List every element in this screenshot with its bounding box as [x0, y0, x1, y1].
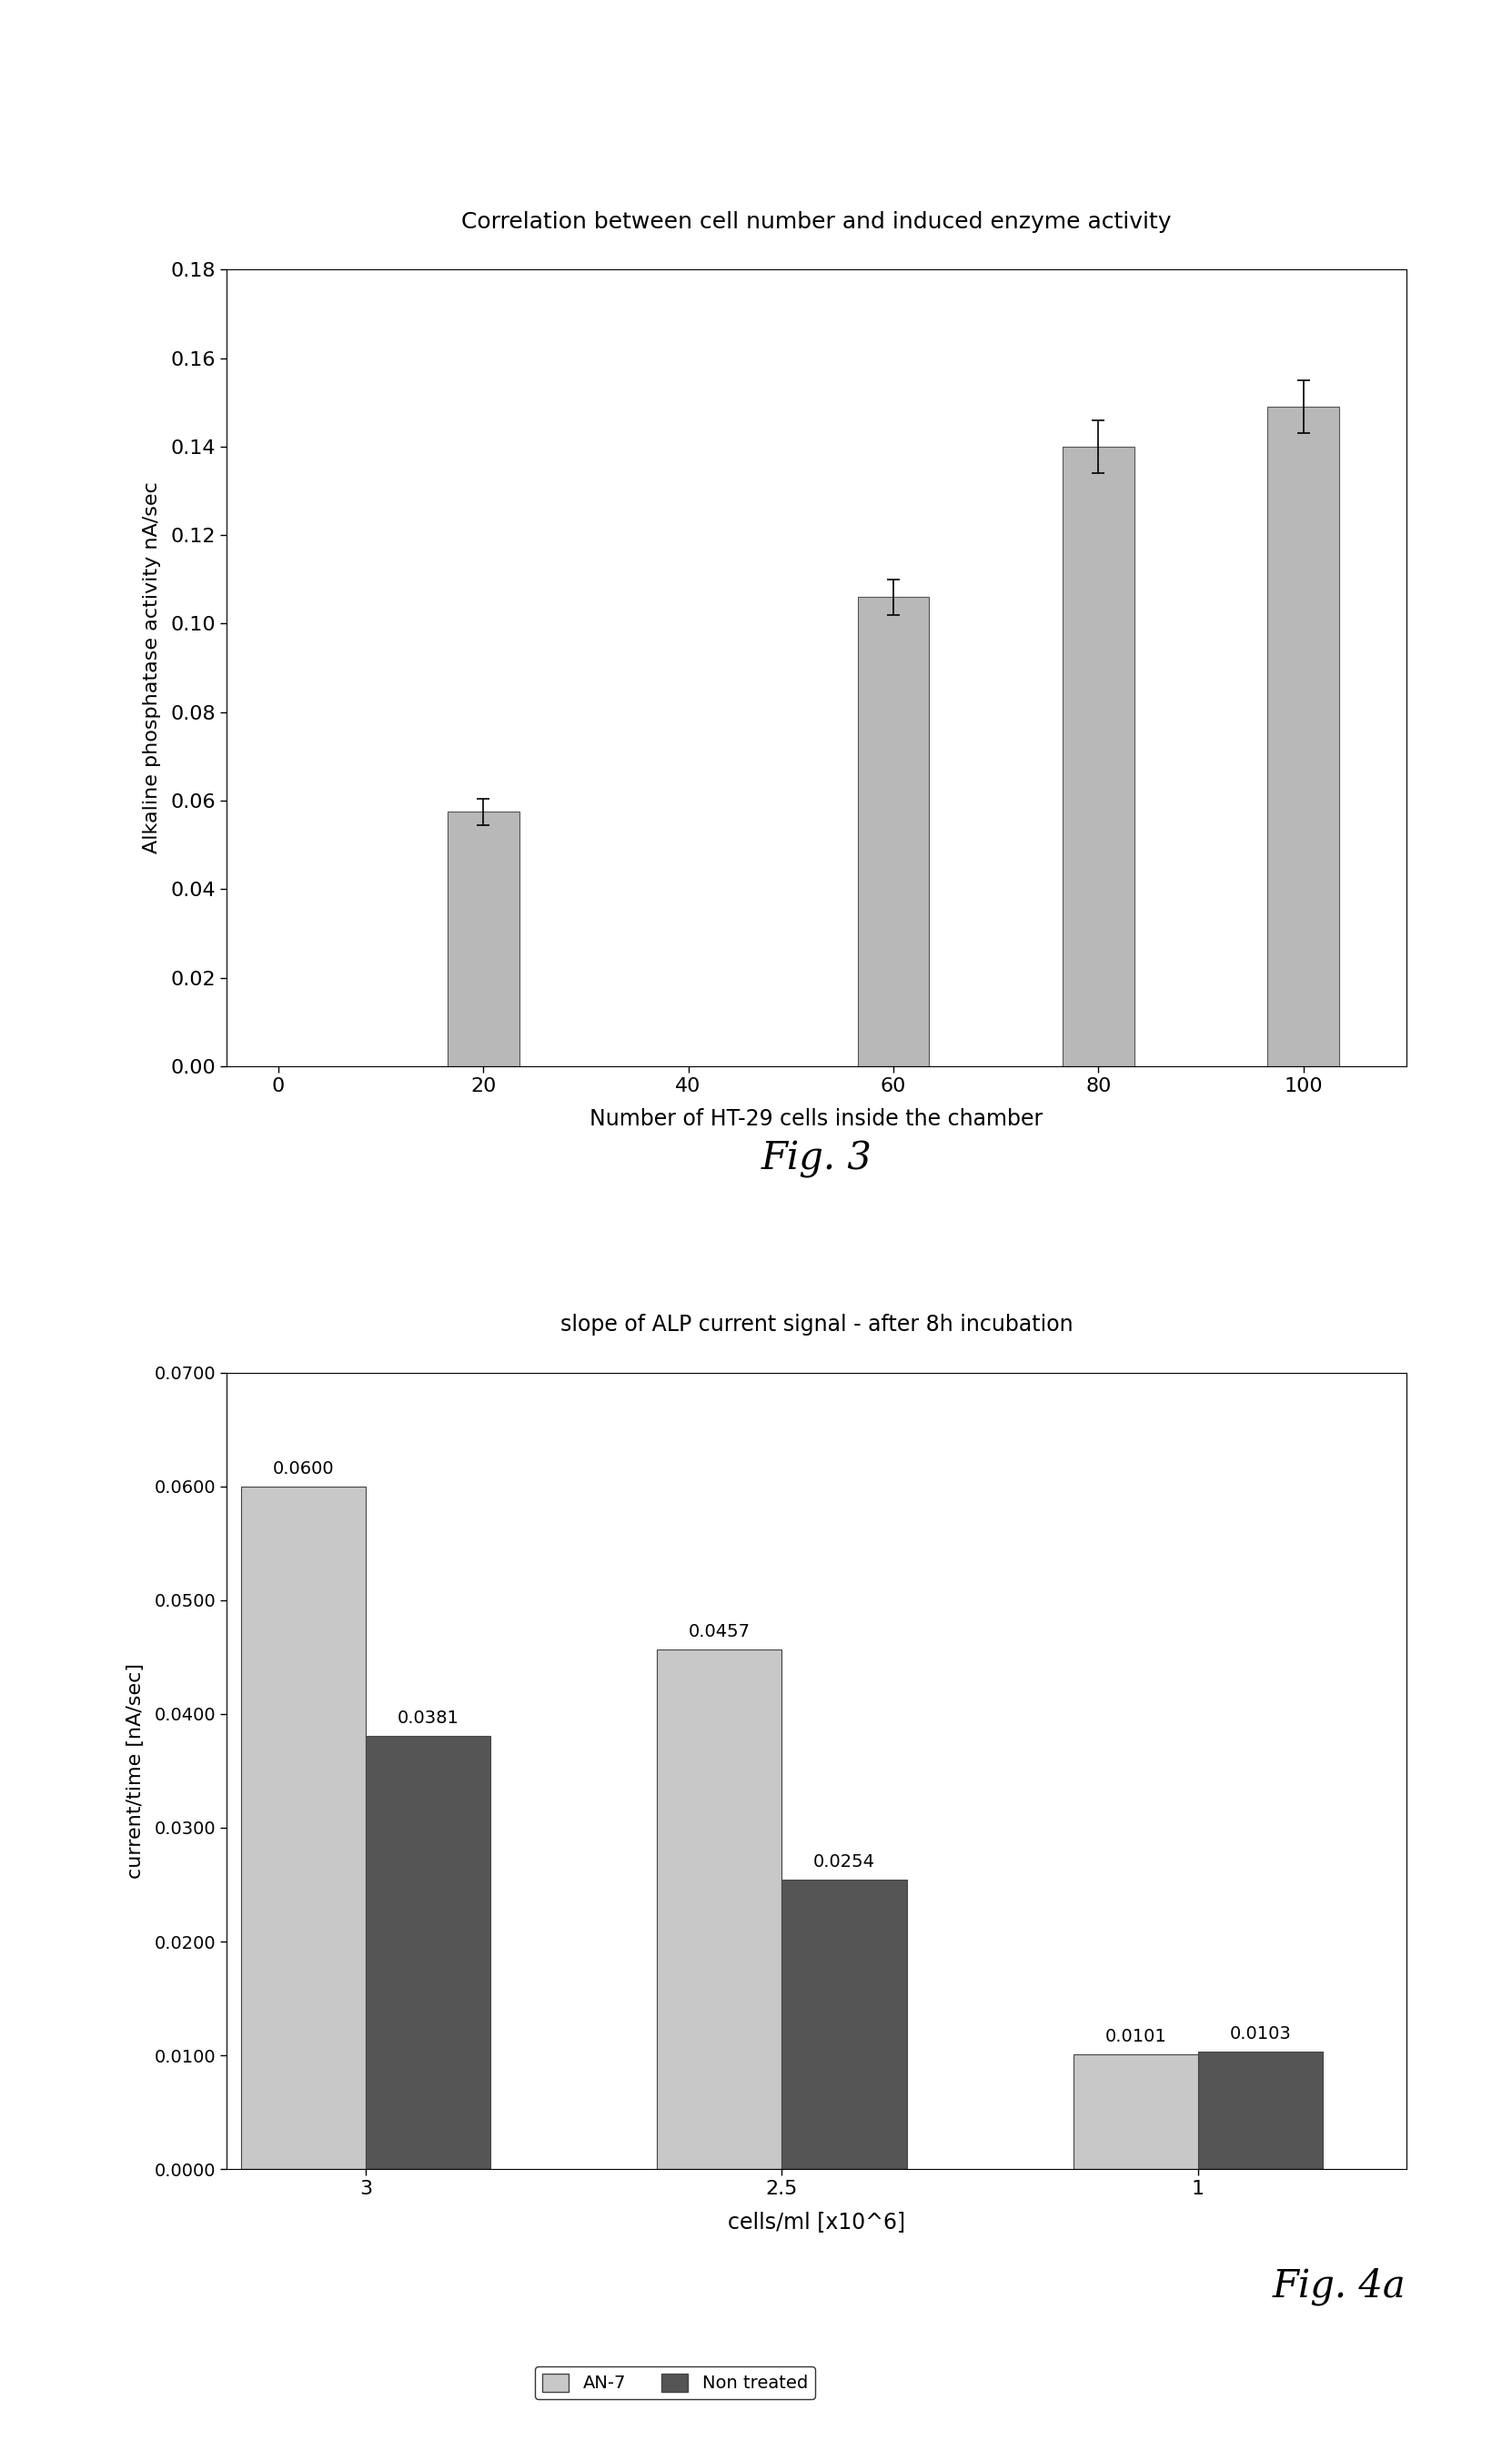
Bar: [656, 1650, 782, 2169]
Text: 0.0600: 0.0600: [272, 1461, 334, 1478]
X-axis label: cells/ml [x10^6]: cells/ml [x10^6]: [727, 2211, 906, 2233]
Y-axis label: current/time [nA/sec]: current/time [nA/sec]: [125, 1664, 144, 1877]
Text: 0.0103: 0.0103: [1229, 2025, 1291, 2042]
Text: Fig. 3: Fig. 3: [761, 1140, 872, 1179]
Text: Correlation between cell number and induced enzyme activity: Correlation between cell number and indu…: [461, 211, 1172, 233]
Text: slope of ALP current signal - after 8h incubation: slope of ALP current signal - after 8h i…: [559, 1314, 1074, 1336]
Bar: [366, 1735, 490, 2169]
Text: 0.0254: 0.0254: [813, 1853, 875, 1870]
Legend: AN-7, Non treated: AN-7, Non treated: [535, 2365, 815, 2400]
Bar: [857, 598, 930, 1066]
Text: 0.0457: 0.0457: [688, 1623, 750, 1640]
Bar: [1267, 407, 1340, 1066]
Bar: [240, 1485, 366, 2169]
Bar: [1063, 446, 1134, 1066]
Text: 0.0381: 0.0381: [398, 1708, 458, 1726]
Bar: [448, 811, 519, 1066]
Y-axis label: Alkaline phosphatase activity nA/sec: Alkaline phosphatase activity nA/sec: [142, 483, 160, 853]
Text: 0.0101: 0.0101: [1105, 2027, 1166, 2044]
Text: Fig. 4a: Fig. 4a: [1273, 2267, 1406, 2306]
X-axis label: Number of HT-29 cells inside the chamber: Number of HT-29 cells inside the chamber: [590, 1108, 1043, 1130]
Bar: [1074, 2054, 1198, 2169]
Bar: [1198, 2051, 1323, 2169]
Bar: [782, 1880, 907, 2169]
